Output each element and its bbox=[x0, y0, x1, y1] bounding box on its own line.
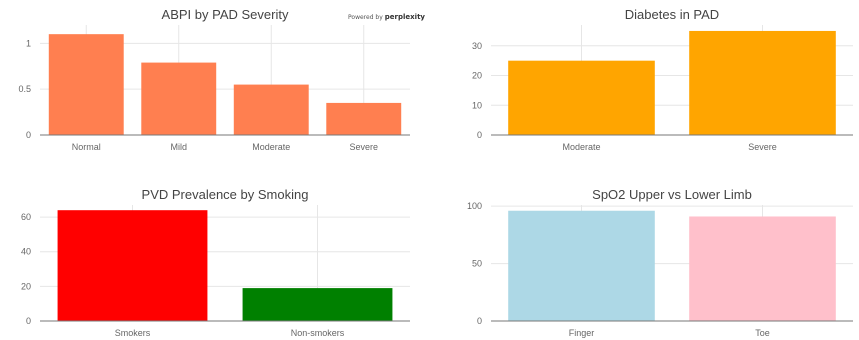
bar-moderate bbox=[508, 60, 655, 135]
bar-smokers bbox=[57, 210, 208, 321]
x-tick-label: Toe bbox=[755, 328, 770, 338]
y-tick-label: 60 bbox=[21, 212, 31, 222]
y-tick-label: 0 bbox=[26, 130, 31, 140]
y-tick-label: 20 bbox=[472, 71, 482, 81]
bar-non-smokers bbox=[242, 288, 393, 321]
chart-title: ABPI by PAD Severity bbox=[162, 7, 289, 22]
y-tick-label: 0 bbox=[477, 316, 482, 326]
x-tick-label: Mild bbox=[170, 142, 187, 152]
y-tick-label: 20 bbox=[21, 281, 31, 291]
x-tick-label: Moderate bbox=[252, 142, 290, 152]
bar-severe bbox=[326, 102, 402, 135]
powered-by-badge[interactable]: Powered by perplexity bbox=[348, 13, 425, 21]
bar-mild bbox=[141, 62, 217, 136]
y-tick-label: 0.5 bbox=[18, 84, 31, 94]
x-tick-label: Severe bbox=[349, 142, 378, 152]
x-tick-label: Moderate bbox=[562, 142, 600, 152]
brand-name: perplexity bbox=[384, 13, 425, 21]
bar-finger bbox=[508, 210, 655, 321]
y-tick-label: 0 bbox=[26, 316, 31, 326]
x-tick-label: Normal bbox=[72, 142, 101, 152]
bar-moderate bbox=[233, 84, 309, 135]
bar-severe bbox=[689, 30, 836, 135]
y-tick-label: 1 bbox=[26, 38, 31, 48]
powered-by-label: Powered by bbox=[348, 14, 383, 21]
x-tick-label: Finger bbox=[569, 328, 595, 338]
chart-panel-1: ABPI by PAD Severity 0 0.5 1 Normal Mild Moder… bbox=[18, 7, 410, 152]
y-tick-label: 100 bbox=[467, 201, 482, 211]
chart-panel-2: Diabetes in PAD 0 10 20 30 Moderate Severe bbox=[472, 7, 853, 152]
chart-title: PVD Prevalence by Smoking bbox=[142, 187, 309, 202]
y-tick-label: 40 bbox=[21, 247, 31, 257]
y-tick-label: 50 bbox=[472, 259, 482, 269]
bar-toe bbox=[689, 216, 836, 321]
y-tick-label: 30 bbox=[472, 41, 482, 51]
bar-normal bbox=[48, 34, 124, 135]
x-tick-label: Non-smokers bbox=[291, 328, 345, 338]
chart-title: SpO2 Upper vs Lower Limb bbox=[592, 187, 752, 202]
y-tick-label: 0 bbox=[477, 130, 482, 140]
chart-panel-3: PVD Prevalence by Smoking 0 20 40 60 Smokers N… bbox=[21, 187, 410, 338]
x-tick-label: Smokers bbox=[115, 328, 151, 338]
y-tick-label: 10 bbox=[472, 100, 482, 110]
x-tick-label: Severe bbox=[748, 142, 777, 152]
chart-title: Diabetes in PAD bbox=[625, 7, 719, 22]
chart-panel-4: SpO2 Upper vs Lower Limb 0 50 100 Finger Toe bbox=[467, 187, 853, 338]
